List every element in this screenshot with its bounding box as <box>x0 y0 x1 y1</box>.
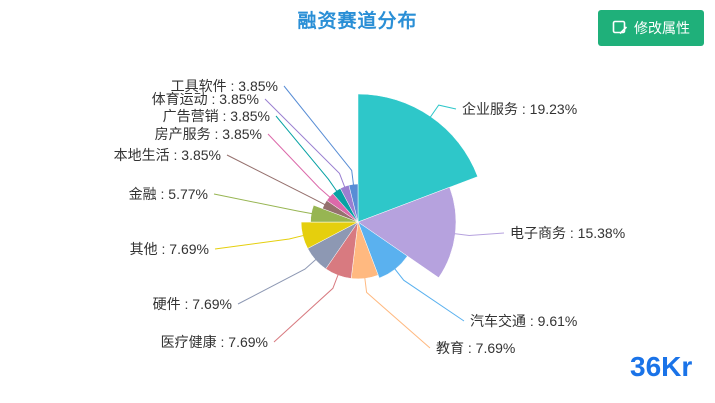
leader-line-11 <box>275 115 340 195</box>
leader-line-10 <box>267 133 333 200</box>
leader-lines-layer <box>213 85 505 349</box>
leader-line-1 <box>427 104 457 121</box>
chart-title: 融资赛道分布 <box>297 11 418 32</box>
slices-layer <box>300 93 479 280</box>
leader-line-4 <box>363 274 431 349</box>
leader-line-3 <box>392 265 465 322</box>
slice-label-5: 医疗健康 : 7.69% <box>161 334 268 350</box>
slice-label-10: 房产服务 : 3.85% <box>155 126 262 142</box>
slice-label-12: 体育运动 : 3.85% <box>152 91 259 107</box>
leader-line-9 <box>226 154 329 207</box>
slice-label-2: 电子商务 : 15.38% <box>510 225 625 241</box>
slice-label-6: 硬件 : 7.69% <box>153 296 232 312</box>
slice-label-11: 广告营销 : 3.85% <box>163 108 270 124</box>
leader-line-6 <box>237 256 319 305</box>
slice-label-1: 企业服务 : 19.23% <box>462 101 577 117</box>
leader-line-12 <box>264 98 347 191</box>
leader-line-13 <box>283 85 355 189</box>
edit-properties-button[interactable]: 修改属性 <box>598 10 704 46</box>
slice-label-13: 工具软件 : 3.85% <box>171 78 278 94</box>
labels-layer: 企业服务 : 19.23% 电子商务 : 15.38% 汽车交通 : 9.61% 教育… <box>114 78 626 356</box>
brand-logo: 36Kr <box>630 351 692 382</box>
slice-label-4: 教育 : 7.69% <box>436 340 515 356</box>
leader-line-5 <box>273 271 340 343</box>
leader-line-2 <box>451 232 505 237</box>
edit-icon <box>612 20 628 36</box>
leader-line-7 <box>214 234 307 250</box>
leader-line-8 <box>213 193 316 215</box>
slice-label-8: 金融 : 5.77% <box>129 186 208 202</box>
slice-label-7: 其他 : 7.69% <box>130 241 209 257</box>
slice-label-9: 本地生活 : 3.85% <box>114 147 221 163</box>
edit-properties-label: 修改属性 <box>634 20 690 36</box>
logo-text: 36Kr <box>630 351 692 382</box>
slice-label-3: 汽车交通 : 9.61% <box>470 313 577 329</box>
